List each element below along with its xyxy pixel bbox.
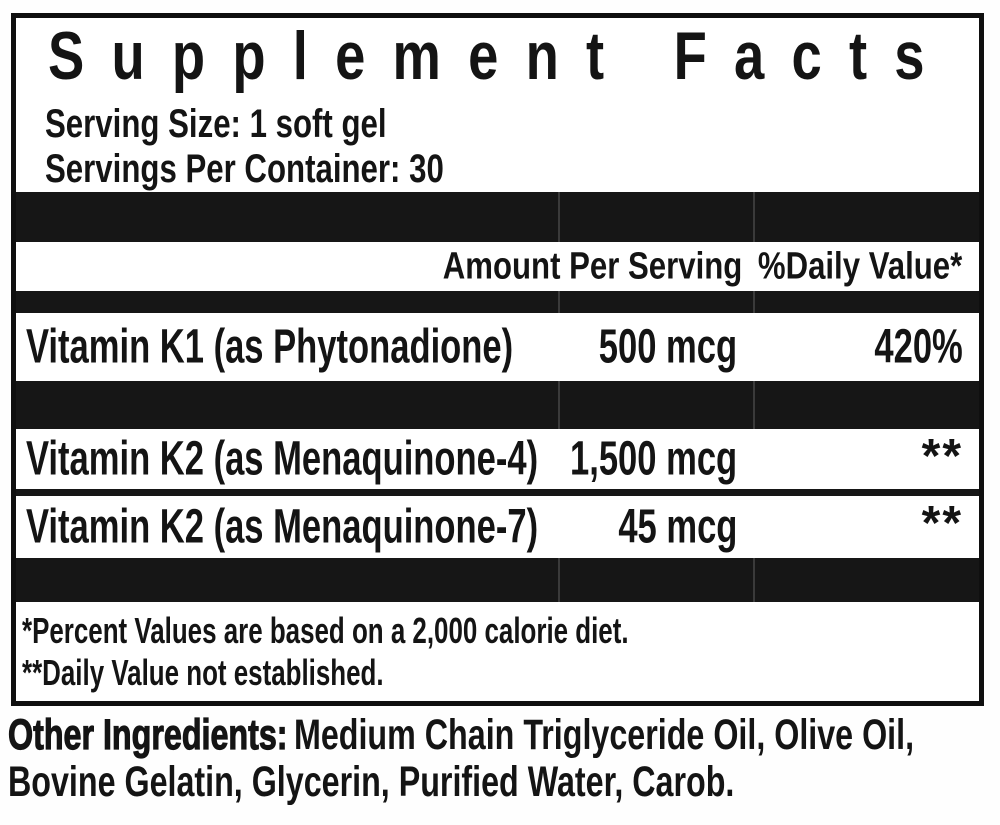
panel-title: Supplement Facts bbox=[16, 18, 979, 92]
panel-title-text: Supplement Facts bbox=[48, 18, 952, 94]
table-row-vitamin-k2-mk4: Vitamin K2 (as Menaquinone-4) 1,500 mcg … bbox=[16, 429, 979, 489]
divider-bar-middle bbox=[16, 381, 979, 429]
serving-info: Serving Size: 1 soft gel Servings Per Co… bbox=[16, 102, 979, 192]
nutrient-daily-value: ** bbox=[921, 497, 963, 550]
table-row-vitamin-k1: Vitamin K1 (as Phytonadione) 500 mcg 420… bbox=[16, 313, 979, 381]
footnote-daily-value: **Daily Value not established. bbox=[22, 652, 384, 693]
nutrient-daily-value: 420% bbox=[874, 320, 963, 374]
panel-header: Supplement Facts Serving Size: 1 soft ge… bbox=[16, 18, 979, 192]
other-ingredients-text: Medium Chain Triglyceride Oil, Olive Oil… bbox=[293, 711, 915, 759]
servings-per-container-line: Servings Per Container: 30 bbox=[45, 147, 444, 191]
divider-bar-thin bbox=[16, 291, 979, 313]
other-ingredients-label: Other Ingredients: bbox=[8, 711, 288, 759]
row-separator bbox=[16, 489, 979, 496]
nutrient-name: Vitamin K2 (as Menaquinone-7) bbox=[26, 500, 539, 554]
footnotes: *Percent Values are based on a 2,000 cal… bbox=[16, 602, 979, 701]
other-ingredients-line-1: Other Ingredients: Medium Chain Triglycer… bbox=[8, 711, 998, 759]
footnote-percent-values: *Percent Values are based on a 2,000 cal… bbox=[22, 610, 629, 651]
nutrient-amount: 45 mcg bbox=[617, 500, 737, 554]
table-row-vitamin-k2-mk7: Vitamin K2 (as Menaquinone-7) 45 mcg ** bbox=[16, 496, 979, 558]
other-ingredients: Other Ingredients: Medium Chain Triglycer… bbox=[8, 711, 998, 806]
divider-bar-thick-bottom bbox=[16, 558, 979, 602]
nutrient-name: Vitamin K1 (as Phytonadione) bbox=[26, 320, 514, 374]
nutrient-amount: 500 mcg bbox=[598, 320, 737, 374]
nutrient-name: Vitamin K2 (as Menaquinone-4) bbox=[26, 432, 539, 486]
divider-bar-thick-top bbox=[16, 192, 979, 242]
supplement-facts-panel: Supplement Facts Serving Size: 1 soft ge… bbox=[11, 13, 984, 706]
column-header-daily-value: %Daily Value* bbox=[757, 245, 962, 287]
other-ingredients-line-2: Bovine Gelatin, Glycerin, Purified Water… bbox=[8, 758, 735, 806]
nutrient-amount: 1,500 mcg bbox=[569, 432, 737, 486]
serving-size-line: Serving Size: 1 soft gel bbox=[45, 102, 387, 146]
nutrient-daily-value: ** bbox=[921, 430, 963, 483]
column-header-amount: Amount Per Serving bbox=[442, 245, 742, 287]
table-header-row: Amount Per Serving %Daily Value* bbox=[16, 242, 979, 291]
